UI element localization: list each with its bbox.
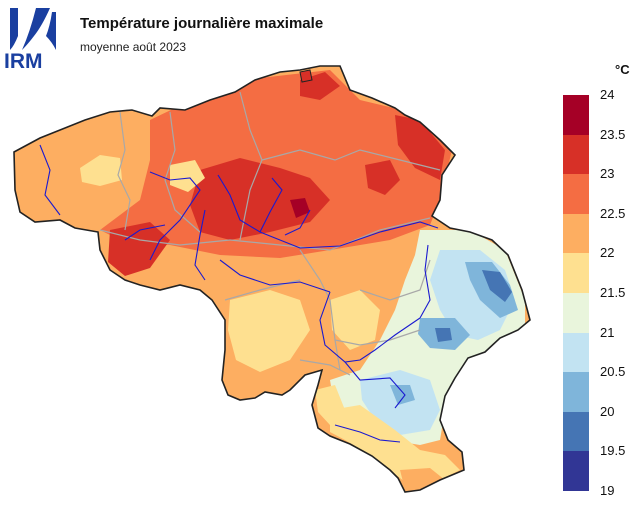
temperature-map	[13, 65, 531, 493]
legend-bin	[563, 213, 589, 254]
legend-tick-label: 22	[600, 245, 615, 261]
legend-tick-label: 20.5	[600, 364, 626, 380]
legend-tick-label: 23	[600, 166, 615, 182]
legend-bin	[563, 372, 589, 412]
logo-text: IRM	[4, 50, 43, 73]
legend-bin	[563, 293, 589, 333]
legend-tick-label: 23.5	[600, 126, 626, 142]
legend-bin	[563, 253, 589, 293]
legend-tick-label: 20	[600, 403, 615, 419]
legend-tick-label: 19.5	[600, 443, 626, 459]
legend-unit: °C	[615, 62, 630, 77]
irm-logo	[10, 8, 56, 50]
legend-tick-label: 19	[600, 483, 615, 498]
legend-bin	[563, 332, 589, 373]
legend-tick-label: 21.5	[600, 285, 626, 300]
map-title: Température journalière maximale	[80, 15, 324, 32]
legend-bin	[563, 451, 589, 491]
legend-tick-label: 24	[600, 87, 615, 102]
map-subtitle: moyenne août 2023	[80, 40, 187, 54]
legend-bin	[563, 174, 589, 214]
legend-bin	[563, 134, 589, 175]
legend-tick-label: 21	[600, 324, 615, 340]
legend-bin	[563, 95, 589, 135]
legend-tick-label: 22.5	[600, 205, 626, 221]
legend-bin	[563, 411, 589, 452]
color-legend	[563, 95, 589, 491]
